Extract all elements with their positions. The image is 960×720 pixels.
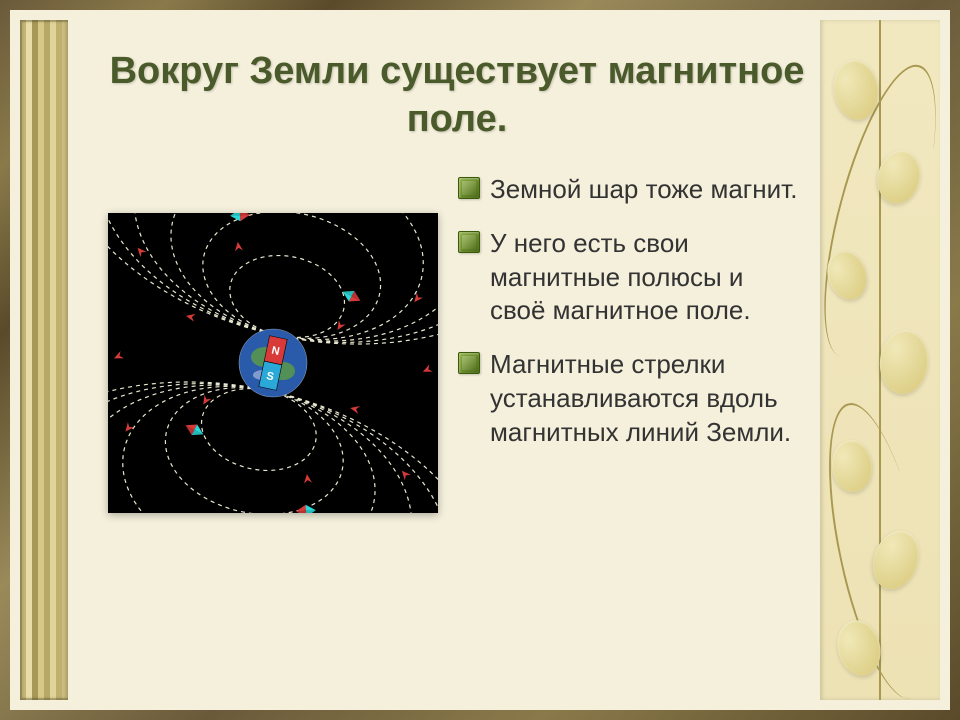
earth-magnetic-field-diagram: NS [108, 213, 438, 513]
body-row: NS Земной шар тоже магнит. У него есть св… [108, 173, 806, 513]
slide-title: Вокруг Земли существует магнитное поле. [108, 48, 806, 143]
left-decorative-strip [20, 20, 68, 700]
bullet-text: Магнитные стрелки устанавливаются вдоль … [490, 348, 806, 449]
leaf-decoration [877, 328, 931, 397]
bullet-item: У него есть свои магнитные полюсы и своё… [458, 227, 806, 328]
bullet-text: У него есть свои магнитные полюсы и своё… [490, 227, 806, 328]
bullet-text: Земной шар тоже магнит. [490, 173, 797, 207]
bullet-icon [458, 352, 480, 374]
bullet-icon [458, 231, 480, 253]
bullet-icon [458, 177, 480, 199]
bullet-list: Земной шар тоже магнит. У него есть свои … [458, 173, 806, 470]
outer-frame: Вокруг Земли существует магнитное поле. … [0, 0, 960, 720]
right-decorative-strip [820, 20, 940, 700]
bullet-item: Земной шар тоже магнит. [458, 173, 806, 207]
bullet-item: Магнитные стрелки устанавливаются вдоль … [458, 348, 806, 449]
mid-frame: Вокруг Земли существует магнитное поле. … [10, 10, 950, 710]
slide-content: Вокруг Земли существует магнитное поле. … [68, 20, 820, 700]
field-lines-svg: NS [108, 213, 438, 513]
diagram-container: NS [108, 213, 438, 513]
inner-frame: Вокруг Земли существует магнитное поле. … [20, 20, 940, 700]
